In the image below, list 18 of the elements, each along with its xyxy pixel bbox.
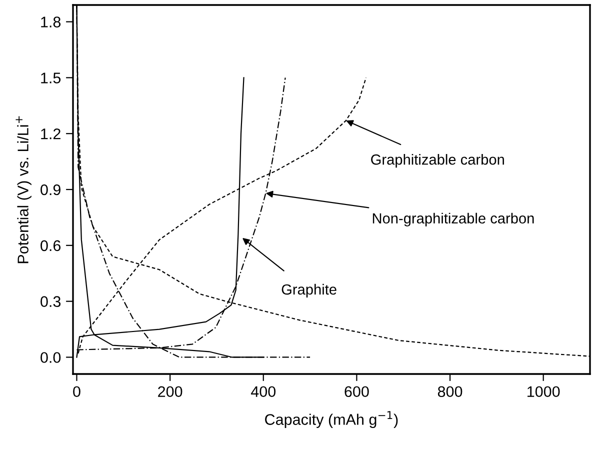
- annotation: Graphite: [282, 284, 336, 298]
- x-tick-label: 1000: [528, 386, 560, 398]
- x-axis-title: Capacity (mAh g$^{−1}$): [265, 411, 398, 428]
- x-tick-label: 600: [344, 386, 369, 398]
- x-tick-label: 200: [158, 386, 182, 398]
- x-tick-label: 400: [250, 386, 276, 398]
- annotation: Non-graphitizable carbon: [372, 212, 534, 226]
- y-tick-label: 0.0: [40, 352, 61, 363]
- y-tick-label: 1.5: [41, 72, 61, 84]
- y-axis-title: Potential (V) vs. Li/Li$^{+}$: [16, 116, 32, 264]
- y-tick-label: 0.9: [40, 184, 60, 196]
- y-tick-label: 0.3: [40, 296, 61, 308]
- y-tick-label: 0.6: [40, 240, 61, 252]
- y-tick-label: 1.2: [41, 128, 60, 140]
- annotation: Graphitizable carbon: [371, 154, 504, 168]
- x-tick-label: 800: [438, 386, 462, 398]
- x-tick-label: 0: [73, 386, 80, 398]
- y-tick-label: 1.8: [41, 16, 61, 28]
